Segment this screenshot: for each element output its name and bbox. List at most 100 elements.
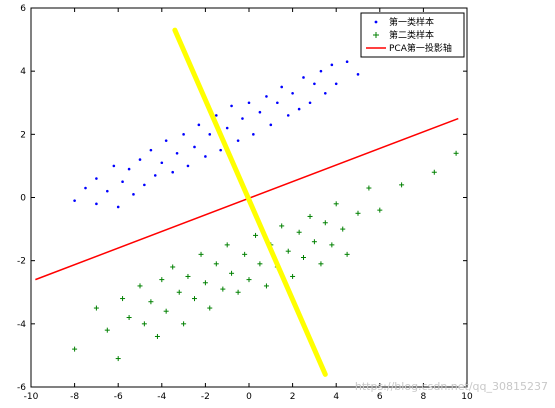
point-class-2 [329,242,335,248]
point-class-1 [269,123,273,127]
point-class-1 [330,63,334,67]
point-class-2 [104,327,110,333]
point-class-2 [453,150,459,156]
point-class-2 [170,264,176,270]
point-class-2 [355,210,361,216]
x-tick-label: -4 [157,392,166,402]
point-class-1 [241,117,244,120]
point-class-2 [285,248,291,254]
point-class-1 [356,73,360,76]
point-class-2 [72,346,78,352]
legend-plus-marker [373,32,379,38]
point-class-1 [112,164,116,168]
x-tick-label: -10 [24,392,39,402]
point-class-1 [153,174,157,177]
projection-lines [35,27,459,377]
point-class-1 [297,107,301,111]
legend-label-3: PCA第一投影轴 [389,42,452,54]
point-class-2 [163,308,169,314]
point-class-2 [229,270,235,276]
point-class-2 [220,286,226,292]
point-class-2 [137,283,143,289]
point-class-2 [263,283,269,289]
point-class-1 [324,91,327,95]
point-class-1 [252,133,255,136]
point-class-2 [431,169,437,175]
point-class-1 [116,205,120,209]
point-class-2 [115,356,121,362]
point-class-1 [219,148,222,152]
point-class-2 [322,220,328,226]
point-class-2 [307,213,313,219]
axis-ticks: -10 -8 -6 -4 -2 0 2 4 6 8 10 -6 -4 -2 0 2 4 6 [17,4,473,402]
point-class-1 [132,193,135,196]
point-class-2 [93,305,99,311]
point-class-1 [127,167,131,171]
x-tick-label: -6 [114,392,123,402]
legend: 第一类样本 第二类样本 PCA第一投影轴 [360,12,465,58]
point-class-1 [258,110,262,114]
point-class-2 [311,239,317,245]
point-class-1 [160,161,164,165]
point-class-1 [215,114,218,117]
point-class-1 [286,114,290,117]
point-class-1 [164,139,168,142]
point-class-1 [106,189,109,193]
point-class-1 [247,101,251,105]
point-class-1 [319,69,323,73]
x-tick-label: 2 [290,392,296,402]
point-class-1 [230,104,233,108]
point-class-1 [291,91,294,95]
point-class-2 [301,255,306,261]
point-class-2 [213,261,219,267]
point-class-2 [257,261,263,267]
point-class-1 [95,202,98,206]
point-class-2 [279,223,285,229]
x-tick-label: 0 [246,392,252,402]
x-tick-label: 8 [421,392,427,402]
point-class-2 [246,277,252,283]
point-class-1 [208,133,212,136]
y-tick-label: -2 [17,257,26,267]
point-class-1 [171,170,174,174]
point-class-2 [253,232,259,238]
point-class-2 [141,321,147,327]
point-class-1 [197,123,201,127]
point-class-2 [242,251,248,257]
point-class-2 [377,207,383,213]
legend-label-1: 第一类样本 [389,16,434,28]
point-class-1 [345,60,349,63]
legend-label-2: 第二类样本 [389,29,434,41]
y-tick-label: -4 [17,320,26,330]
y-tick-label: 0 [20,194,26,204]
point-class-1 [265,95,268,98]
point-class-2 [181,321,187,327]
point-class-1 [334,82,338,86]
yellow-projection-line [172,27,328,377]
point-class-2 [198,251,204,257]
point-class-2 [192,296,197,302]
y-tick-label: -6 [17,383,26,393]
data-points [72,44,459,362]
point-class-1 [276,101,279,105]
x-tick-label: 10 [461,392,473,402]
point-class-2 [159,277,165,283]
point-class-2 [296,229,302,235]
point-class-2 [202,280,208,286]
point-class-2 [185,273,191,279]
point-class-2 [399,182,405,188]
point-class-2 [366,185,372,191]
watermark-text: https://blog.csdn.net/qq_30815237 [355,380,548,393]
x-tick-label: 4 [333,392,339,402]
point-class-1 [182,133,185,136]
legend-dot-marker [374,20,378,24]
point-class-1 [186,164,190,168]
point-class-1 [143,183,146,187]
point-class-2 [344,251,350,257]
point-class-1 [236,139,240,142]
point-class-2 [235,289,241,295]
point-class-1 [84,186,87,190]
point-class-1 [193,145,196,149]
point-class-1 [149,148,153,152]
